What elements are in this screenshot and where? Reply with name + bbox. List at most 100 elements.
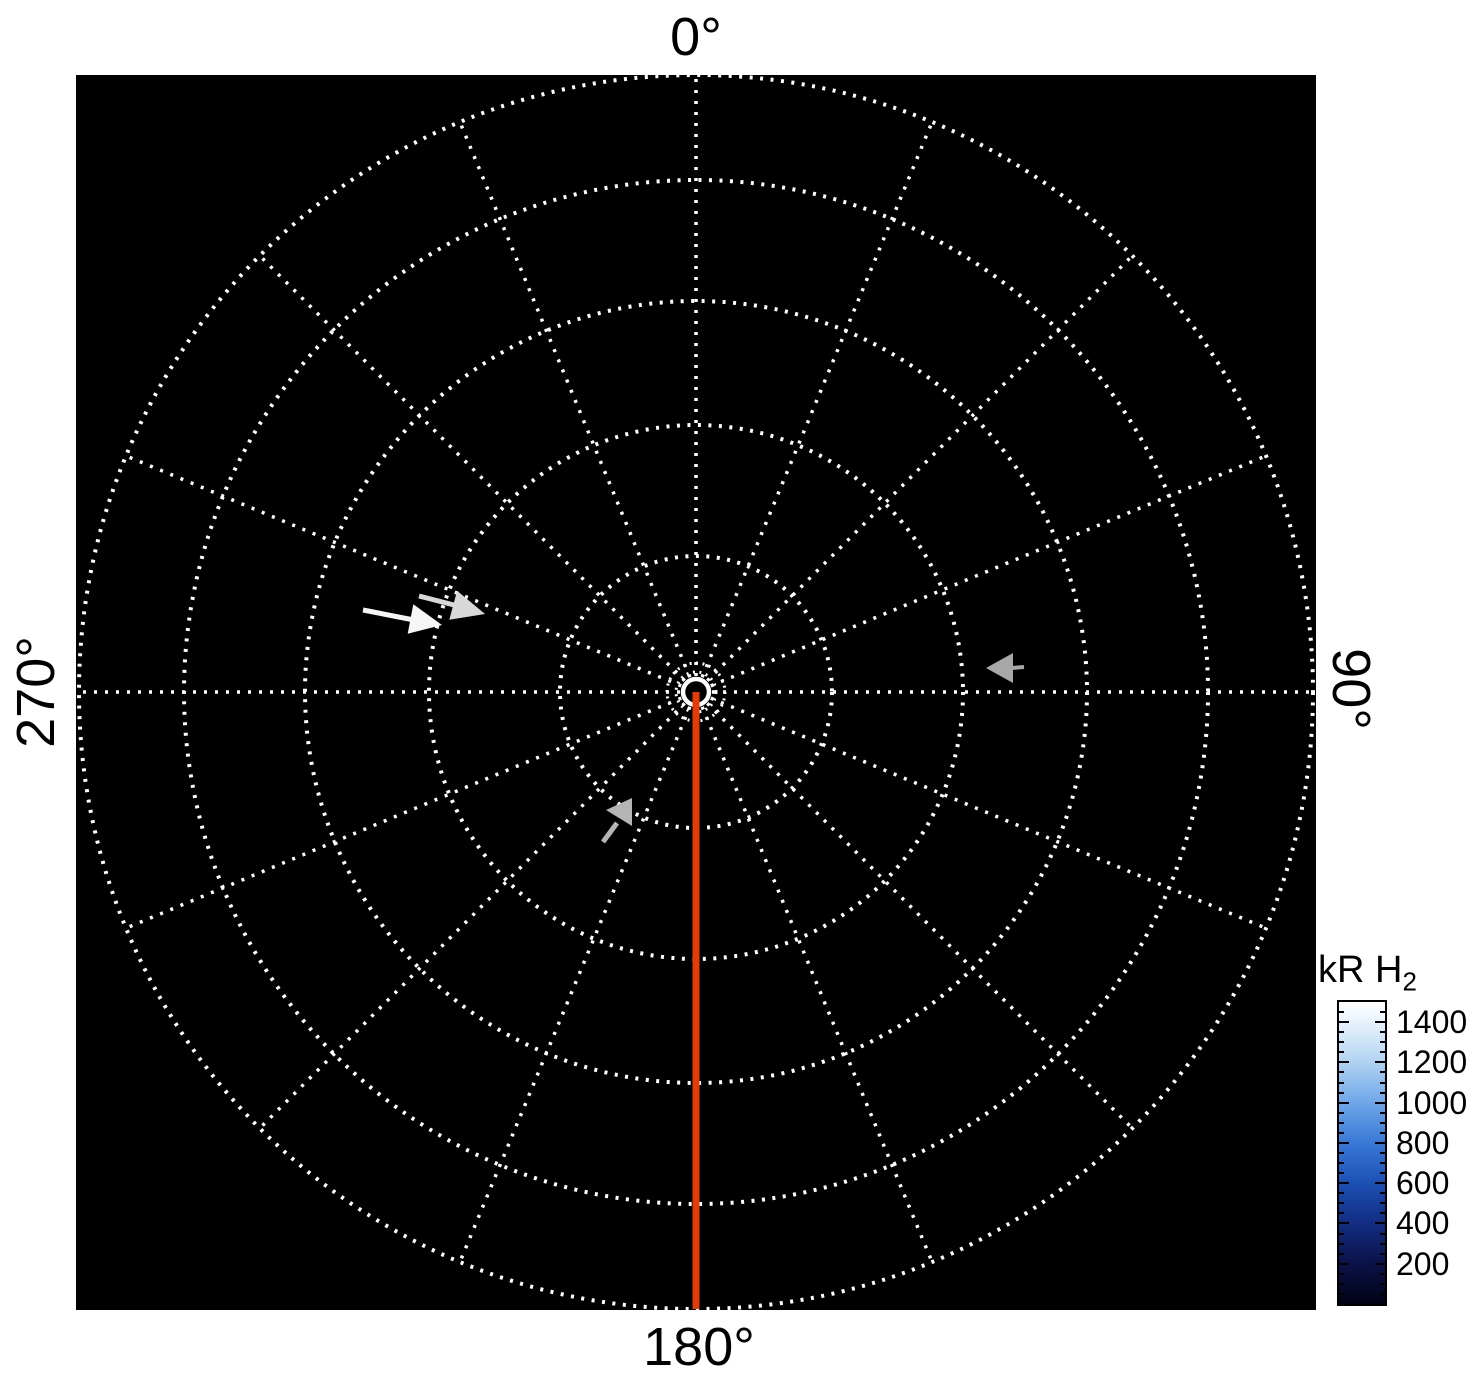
colorbar-minor-tick-left: [1339, 1202, 1344, 1205]
colorbar-minor-tick-right: [1380, 1111, 1385, 1114]
grid-circle: [77, 75, 1315, 1310]
grid-spoke: [458, 121, 692, 678]
colorbar-title-text: kR H: [1318, 949, 1403, 991]
colorbar-minor-tick-right: [1380, 1031, 1385, 1034]
colorbar-minor-tick-left: [1339, 1081, 1344, 1084]
colorbar-minor-tick-right: [1380, 1252, 1385, 1255]
arrow-lightgray-right-shaft: [418, 593, 455, 608]
colorbar-minor-tick-right: [1380, 1212, 1385, 1215]
colorbar-minor-tick-right: [1380, 1051, 1385, 1054]
colorbar-minor-tick-right: [1380, 1131, 1385, 1134]
colorbar-tick-label: 1400: [1396, 1004, 1468, 1041]
colorbar-title: kR H2: [1318, 949, 1417, 997]
grid-circle: [674, 670, 718, 714]
colorbar-minor-tick-right: [1380, 1202, 1385, 1205]
colorbar-major-tick-right: [1375, 1182, 1385, 1185]
colorbar-minor-tick-right: [1380, 1162, 1385, 1165]
colorbar-minor-tick-right: [1380, 1071, 1385, 1074]
colorbar-minor-tick-left: [1339, 1011, 1344, 1014]
colorbar-major-tick-right: [1375, 1222, 1385, 1225]
colorbar-minor-tick-right: [1380, 1192, 1385, 1195]
colorbar-minor-tick-left: [1339, 1131, 1344, 1134]
colorbar-minor-tick-left: [1339, 1232, 1344, 1235]
colorbar-minor-tick-left: [1339, 1172, 1344, 1175]
colorbar-minor-tick-left: [1339, 1292, 1344, 1295]
arrow-gray-upleft-shaft: [600, 821, 620, 844]
grid-spoke: [700, 121, 934, 678]
colorbar-minor-tick-left: [1339, 1282, 1344, 1285]
grid-spoke: [706, 702, 1134, 1130]
grid-circle: [558, 554, 834, 830]
grid-spoke: [710, 696, 1267, 930]
polar-plot-area: [76, 75, 1316, 1310]
colorbar-major-tick-right: [1375, 1101, 1385, 1104]
colorbar-minor-tick-left: [1339, 1162, 1344, 1165]
colorbar-minor-tick-left: [1339, 1192, 1344, 1195]
colorbar-tick-label: 1000: [1396, 1084, 1468, 1121]
colorbar-minor-tick-right: [1380, 1152, 1385, 1154]
colorbar-major-tick-right: [1375, 1141, 1385, 1144]
colorbar-minor-tick-right: [1380, 1292, 1385, 1295]
grid-spoke: [458, 706, 692, 1263]
angle-label-0: 0°: [670, 7, 722, 67]
colorbar-minor-tick-left: [1339, 1091, 1344, 1094]
colorbar-minor-tick-right: [1380, 1041, 1385, 1044]
colorbar-gradient-bar: [1337, 1000, 1387, 1306]
grid-spoke: [710, 454, 1267, 688]
colorbar-major-tick-right: [1375, 1021, 1385, 1024]
arrow-lightgray-right-head: [449, 590, 485, 620]
colorbar-tick-label: 600: [1396, 1165, 1450, 1202]
colorbar-major-tick-left: [1339, 1141, 1349, 1144]
arrow-white-right-shaft: [362, 607, 415, 623]
grid-spoke: [700, 706, 934, 1263]
colorbar-tick-label: 400: [1396, 1205, 1450, 1242]
colorbar-minor-tick-right: [1380, 1091, 1385, 1094]
grid-spoke: [258, 702, 686, 1130]
colorbar-major-tick-right: [1375, 1262, 1385, 1265]
grid-circle: [427, 423, 965, 961]
colorbar-minor-tick-right: [1380, 1011, 1385, 1014]
colorbar-minor-tick-left: [1339, 1252, 1344, 1255]
colorbar-title-subscript: 2: [1402, 966, 1417, 997]
colorbar-minor-tick-right: [1380, 1272, 1385, 1275]
colorbar-major-tick-right: [1375, 1061, 1385, 1064]
colorbar-minor-tick-right: [1380, 1081, 1385, 1084]
colorbar-minor-tick-right: [1380, 1232, 1385, 1235]
colorbar-major-tick-left: [1339, 1182, 1349, 1185]
colorbar-minor-tick-left: [1339, 1242, 1344, 1245]
grid-spoke: [125, 696, 682, 930]
colorbar-minor-tick-left: [1339, 1121, 1344, 1124]
colorbar-minor-tick-left: [1339, 1041, 1344, 1044]
colorbar-tick-label: 800: [1396, 1124, 1450, 1161]
grid-spoke: [125, 454, 682, 688]
colorbar-minor-tick-right: [1380, 1282, 1385, 1285]
angle-label-180: 180°: [643, 1317, 755, 1377]
colorbar-minor-tick-left: [1339, 1111, 1344, 1114]
angle-label-90: 90°: [1321, 648, 1381, 730]
colorbar-tick-label: 200: [1396, 1245, 1450, 1282]
colorbar-major-tick-left: [1339, 1262, 1349, 1265]
colorbar-minor-tick-left: [1339, 1051, 1344, 1054]
arrow-white-right-head: [407, 604, 442, 634]
arrow-gray-left-head: [986, 653, 1013, 683]
arrow-gray-upleft-head: [606, 798, 632, 826]
colorbar-minor-tick-left: [1339, 1272, 1344, 1275]
polar-grid-svg: [77, 75, 1315, 1310]
colorbar-minor-tick-left: [1339, 1031, 1344, 1034]
angle-label-270: 270°: [6, 636, 66, 748]
colorbar-minor-tick-left: [1339, 1212, 1344, 1215]
colorbar-tick-label: 1200: [1396, 1044, 1468, 1081]
colorbar-minor-tick-right: [1380, 1121, 1385, 1124]
colorbar-major-tick-left: [1339, 1021, 1349, 1024]
colorbar-major-tick-left: [1339, 1222, 1349, 1225]
grid-spoke: [706, 254, 1134, 682]
grid-spoke: [258, 254, 686, 682]
colorbar-minor-tick-right: [1380, 1172, 1385, 1175]
colorbar-minor-tick-right: [1380, 1242, 1385, 1245]
arrow-gray-left-shaft: [1011, 665, 1025, 670]
colorbar-major-tick-left: [1339, 1101, 1349, 1104]
colorbar-major-tick-left: [1339, 1061, 1349, 1064]
colorbar-minor-tick-left: [1339, 1071, 1344, 1074]
colorbar-minor-tick-left: [1339, 1152, 1344, 1154]
